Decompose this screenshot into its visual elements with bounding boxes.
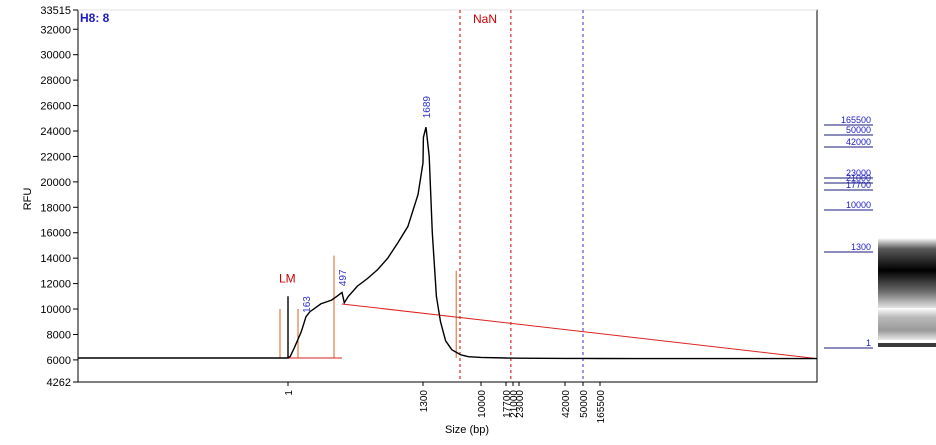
baseline-line xyxy=(341,303,818,360)
ladder-size-label: 17700 xyxy=(846,180,871,190)
y-tick-label: 26000 xyxy=(40,101,71,113)
x-tick-label: 50000 xyxy=(579,390,590,418)
y-tick-label: 33515 xyxy=(40,5,71,17)
y-tick-label: 8000 xyxy=(47,329,71,341)
ladder-size-label: 10000 xyxy=(846,200,871,210)
upper-marker-label: NaN xyxy=(473,12,497,26)
marker-lines: NaN xyxy=(279,10,818,382)
plot-frame xyxy=(77,9,818,383)
y-tick-label: 22000 xyxy=(40,151,71,163)
y-axis-label: RFU xyxy=(22,188,34,211)
x-tick-label: 1300 xyxy=(419,390,430,413)
peak-label: 497 xyxy=(338,269,349,286)
peak-label: LM xyxy=(279,272,296,286)
y-tick-label: 18000 xyxy=(40,202,71,214)
y-axis: 4262 6000 8000 10000 12000 14000 16000 18000 200… xyxy=(40,5,78,389)
x-tick-label: 42000 xyxy=(561,390,572,418)
gel-lane-image xyxy=(878,0,936,360)
peak-label: 163 xyxy=(302,296,313,313)
x-tick-label: 10000 xyxy=(477,390,488,418)
ladder-size-label: 50000 xyxy=(846,125,871,135)
y-tick-label: 14000 xyxy=(40,253,71,265)
ladder-size-label: 21000 xyxy=(846,173,871,183)
x-tick-label: 21000 xyxy=(509,390,520,418)
y-tick-label: 6000 xyxy=(47,355,71,367)
series-line xyxy=(78,127,817,360)
x-axis-label: Size (bp) xyxy=(445,424,489,436)
y-tick-label: 16000 xyxy=(40,228,71,240)
x-tick-label: 17700 xyxy=(502,390,513,418)
ladder-size-label: 1300 xyxy=(851,242,871,252)
y-tick-label: 30000 xyxy=(40,50,71,62)
peak-label: 1689 xyxy=(422,96,433,119)
ladder-size-label: 23000 xyxy=(846,168,871,178)
ladder-size-label: 1 xyxy=(866,338,871,348)
ladder-size-label: 42000 xyxy=(846,137,871,147)
y-tick-label: 24000 xyxy=(40,126,71,138)
y-tick-label: 10000 xyxy=(40,304,71,316)
peak-labels: LM 163 497 1689 xyxy=(279,96,433,313)
sample-label: H8: 8 xyxy=(80,11,110,25)
x-tick-label: 165500 xyxy=(596,390,607,424)
ladder-size-label: 165500 xyxy=(841,115,871,125)
y-tick-label: 32000 xyxy=(40,24,71,36)
y-tick-label: 4262 xyxy=(47,377,71,389)
x-tick-label: 1 xyxy=(284,390,295,396)
y-tick-label: 12000 xyxy=(40,279,71,291)
series-layer xyxy=(78,127,817,360)
x-tick-label: 23000 xyxy=(515,390,526,418)
y-tick-label: 28000 xyxy=(40,75,71,87)
y-tick-label: 20000 xyxy=(40,177,71,189)
